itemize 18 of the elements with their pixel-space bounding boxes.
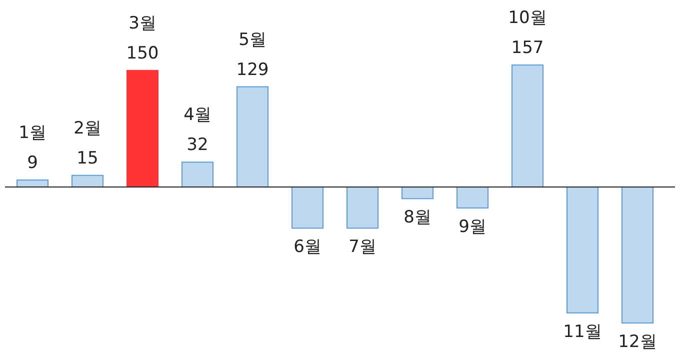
x-tick-label: 1월 (18, 123, 46, 144)
data-label: 15 (76, 148, 98, 168)
x-tick-label: 4월 (184, 105, 212, 126)
x-tick-label: 6월 (294, 237, 322, 258)
x-tick-label: 8월 (404, 208, 432, 228)
data-label: 9 (27, 153, 38, 174)
x-tick-label: 10월 (508, 8, 547, 28)
x-tick-label: 9월 (458, 216, 486, 237)
x-tick-label: 7월 (348, 237, 376, 258)
data-label: 32 (186, 135, 208, 156)
x-tick-label: 12월 (618, 332, 657, 352)
data-label: 157 (511, 38, 544, 58)
data-label: 150 (126, 43, 159, 64)
x-tick-label: 3월 (128, 13, 156, 34)
data-label: 129 (236, 60, 269, 80)
x-tick-label: 5월 (238, 30, 266, 50)
x-tick-label: 2월 (74, 118, 102, 138)
x-tick-label: 11월 (563, 322, 602, 342)
